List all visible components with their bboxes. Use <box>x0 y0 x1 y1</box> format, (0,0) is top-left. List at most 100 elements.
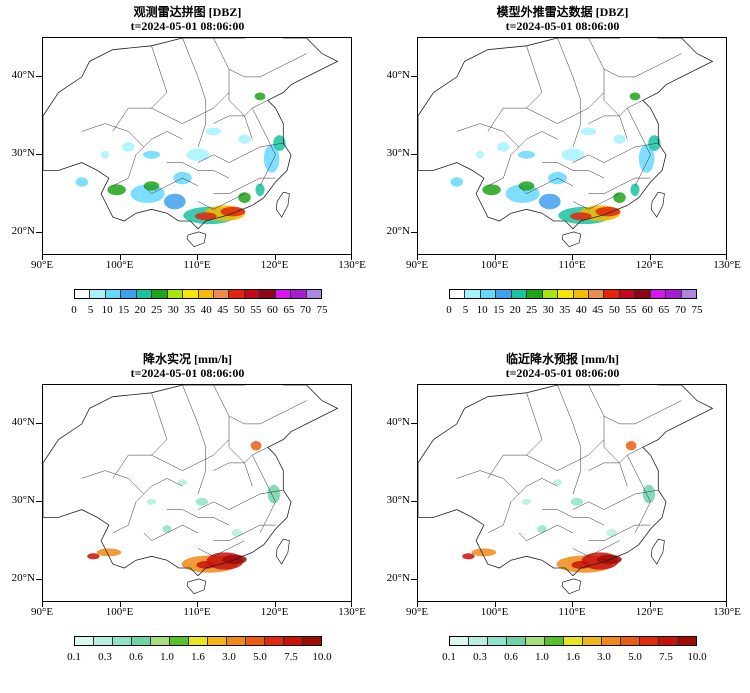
colorbar-swatch <box>666 290 682 298</box>
province-boundary <box>542 509 605 526</box>
colorbar-swatch <box>621 637 640 645</box>
precip-cell <box>250 441 262 451</box>
colorbar-tick-label: 30 <box>167 304 179 316</box>
colorbar-swatch <box>229 290 245 298</box>
lon-tick-mark <box>197 255 198 260</box>
colorbar-swatch <box>558 290 574 298</box>
colorbar-swatch <box>213 290 230 298</box>
colorbar-tick-label: 15 <box>118 304 130 316</box>
precip-cell <box>75 177 88 187</box>
lon-tick-label: 120°E <box>260 606 289 618</box>
province-boundary <box>213 100 268 124</box>
province-boundary <box>228 400 307 425</box>
colorbar <box>449 636 697 646</box>
precip-cell <box>537 525 547 533</box>
precip-cell <box>648 135 661 151</box>
lon-tick-label: 120°E <box>635 606 664 618</box>
lon-tick-label: 130°E <box>713 606 741 618</box>
panel-timestamp: t=2024-05-01 08:06:00 <box>130 19 245 33</box>
colorbar-tick-label: 1.6 <box>191 651 205 663</box>
colorbar-swatch <box>121 290 137 298</box>
province-boundary <box>627 107 651 187</box>
colorbar-swatch <box>90 290 106 298</box>
province-boundary <box>572 540 620 557</box>
colorbar-swatch <box>450 637 469 645</box>
precip-cell <box>143 181 160 191</box>
precip-cell <box>476 150 484 159</box>
colorbar-swatch <box>170 637 189 645</box>
province-boundary <box>588 38 628 140</box>
lon-tick-mark <box>42 255 43 260</box>
lon-tick-label: 90°E <box>30 259 54 271</box>
province-boundary <box>213 524 276 541</box>
colorbar-tick-label: 40 <box>575 304 587 316</box>
colorbar-tick-label: 1.0 <box>160 651 174 663</box>
province-boundary <box>456 123 519 148</box>
colorbar-swatch <box>542 290 559 298</box>
island-outline <box>650 538 665 565</box>
obs-precip-panel: 降水实况 [mm/h] t=2024-05-01 08:06:00 40°N 30°N… <box>0 347 375 693</box>
lat-tick-label: 40°N <box>386 415 410 428</box>
colorbar-tick-label: 25 <box>151 304 163 316</box>
colorbar-swatch <box>604 290 620 298</box>
precip-cell <box>238 134 251 144</box>
lon-tick-mark <box>197 602 198 607</box>
province-boundary <box>81 123 144 148</box>
colorbar-swatch <box>659 637 678 645</box>
precip-cell <box>471 548 497 557</box>
colorbar-tick-label: 5.0 <box>628 651 642 663</box>
province-boundary <box>487 478 558 534</box>
province-boundary <box>487 392 543 479</box>
precip-cell <box>177 479 188 486</box>
island-outline <box>561 231 582 248</box>
map-area <box>417 37 727 255</box>
precip-cell <box>638 144 655 173</box>
colorbar-swatch <box>275 290 292 298</box>
colorbar-tick-label: 0 <box>71 304 77 316</box>
colorbar-swatch <box>75 637 94 645</box>
colorbar-tick-label: 75 <box>691 304 703 316</box>
province-boundary <box>182 38 207 148</box>
colorbar-swatch <box>227 637 246 645</box>
precip-cell <box>595 206 621 217</box>
colorbar-swatch <box>75 290 91 298</box>
precip-cell <box>613 192 626 204</box>
colorbar-tick-label: 0.3 <box>98 651 112 663</box>
lon-tick-mark <box>572 255 573 260</box>
lat-tick-mark <box>411 153 417 155</box>
province-boundary <box>167 509 230 526</box>
province-boundary <box>572 489 659 510</box>
colorbar-swatch <box>573 290 589 298</box>
lat-tick-label: 30°N <box>11 493 35 506</box>
colorbar-tick-label: 7.5 <box>659 651 673 663</box>
province-boundary <box>487 45 543 132</box>
lat-tick-label: 30°N <box>11 146 35 159</box>
precip-cell <box>606 529 618 537</box>
province-boundary <box>213 177 276 194</box>
colorbar-tick-label: 15 <box>493 304 505 316</box>
colorbar-swatch <box>151 637 170 645</box>
province-boundary <box>456 470 519 495</box>
province-boundary <box>112 131 183 187</box>
panel-timestamp: t=2024-05-01 08:06:00 <box>505 366 620 380</box>
lon-tick-label: 130°E <box>713 259 741 271</box>
precip-cell <box>462 553 475 560</box>
lon-tick-label: 110°E <box>183 606 211 618</box>
colorbar-tick-label: 65 <box>658 304 670 316</box>
lon-tick-label: 100°E <box>105 606 134 618</box>
colorbar-tick-label: 5 <box>462 304 469 316</box>
colorbar-swatch <box>244 290 261 298</box>
island-outline <box>561 578 582 595</box>
precip-cell <box>518 181 535 191</box>
colorbar <box>74 636 322 646</box>
colorbar-swatch <box>678 637 696 645</box>
precip-cell <box>87 553 100 560</box>
province-boundary <box>526 439 605 471</box>
island-outline <box>186 578 207 595</box>
province-boundary <box>197 489 284 510</box>
precip-cell <box>267 484 281 504</box>
precip-cell <box>263 144 280 173</box>
colorbar-tick-label: 40 <box>200 304 212 316</box>
island-outline <box>275 538 290 565</box>
province-boundary <box>627 454 651 534</box>
